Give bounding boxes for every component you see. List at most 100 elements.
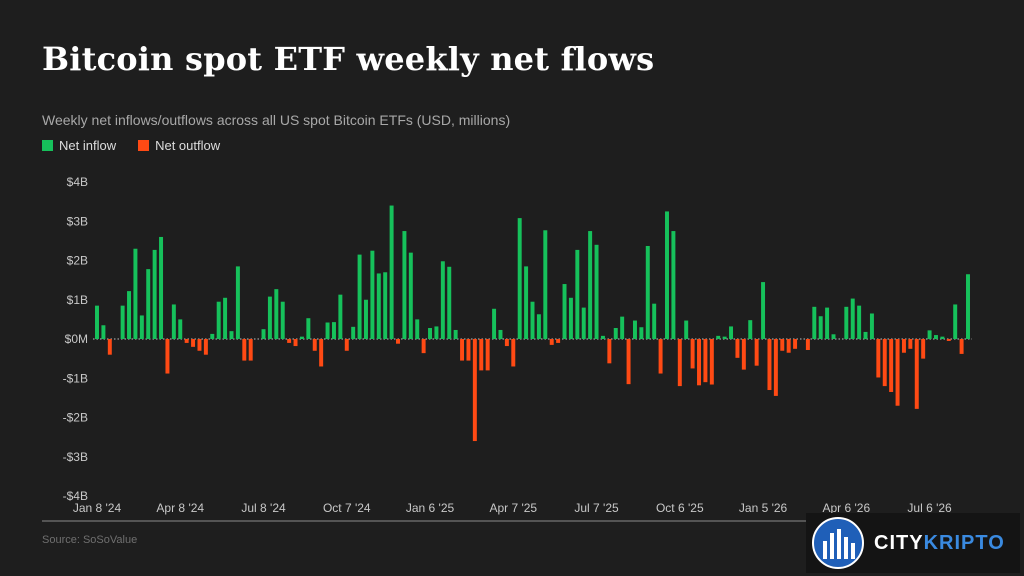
y-tick-label: $0M — [65, 332, 88, 346]
outflow-bar — [165, 339, 170, 374]
inflow-bar — [440, 261, 445, 339]
inflow-bar — [267, 296, 272, 339]
inflow-bar — [351, 326, 356, 339]
x-tick-label: Oct 6 '25 — [656, 501, 704, 515]
inflow-bar — [869, 313, 874, 339]
outflow-bar — [242, 339, 247, 361]
inflow-bar — [953, 304, 958, 339]
inflow-bar — [863, 331, 868, 339]
inflow-bar — [101, 325, 106, 339]
chart-title: Bitcoin spot ETF weekly net flows — [42, 40, 655, 78]
y-tick-label: $1B — [67, 293, 88, 307]
outflow-bar — [805, 339, 810, 350]
inflow-bar — [338, 294, 343, 339]
inflow-bar — [933, 335, 938, 339]
inflow-bar — [543, 230, 548, 339]
outflow-bar — [556, 339, 561, 343]
outflow-bar — [203, 339, 208, 355]
inflow-bar — [620, 316, 625, 339]
outflow-bar — [319, 339, 324, 367]
outflow-bar — [626, 339, 631, 385]
inflow-bar — [722, 336, 727, 339]
inflow-bar — [376, 273, 381, 339]
brand-part1: CITY — [874, 531, 924, 554]
x-tick-label: Jan 6 '25 — [406, 501, 455, 515]
inflow-bar — [383, 272, 388, 339]
outflow-bar — [959, 339, 964, 354]
inflow-bar — [857, 305, 862, 339]
outflow-bar — [773, 339, 778, 396]
inflow-bar — [568, 297, 573, 339]
y-tick-label: -$1B — [63, 371, 88, 385]
inflow-bar — [761, 282, 766, 339]
legend-swatch-outflow — [138, 140, 150, 151]
outflow-bar — [697, 339, 701, 386]
outflow-bar — [248, 339, 253, 361]
inflow-bar — [146, 269, 151, 339]
outflow-bar — [344, 339, 349, 351]
inflow-bar — [152, 249, 157, 339]
x-tick-label: Jan 5 '26 — [739, 501, 788, 515]
inflow-bar — [536, 314, 541, 339]
outflow-bar — [703, 339, 708, 383]
inflow-bar — [133, 248, 138, 339]
brand-name: CITYKRIPTO — [874, 532, 1005, 555]
outflow-bar — [293, 339, 298, 347]
inflow-bar — [588, 231, 593, 339]
outflow-bar — [882, 339, 887, 387]
outflow-bar — [895, 339, 900, 406]
inflow-bar — [415, 319, 420, 340]
outflow-bar — [780, 339, 785, 351]
inflow-bar — [818, 316, 823, 339]
outflow-bar — [741, 339, 746, 370]
x-tick-label: Oct 7 '24 — [323, 501, 371, 515]
y-tick-label: $4B — [67, 175, 88, 189]
inflow-bar — [492, 308, 497, 339]
inflow-bar — [652, 303, 657, 339]
inflow-bar — [223, 297, 228, 339]
y-tick-label: -$4B — [63, 489, 88, 503]
outflow-bar — [901, 339, 906, 353]
inflow-bar — [434, 326, 439, 339]
outflow-bar — [946, 339, 951, 341]
brand-badge: CITYKRIPTO — [806, 513, 1020, 573]
inflow-bar — [370, 250, 375, 339]
inflow-bar — [632, 320, 637, 339]
inflow-bar — [639, 327, 644, 339]
outflow-bar — [607, 339, 612, 364]
y-tick-label: $2B — [67, 254, 88, 268]
legend-label-inflow: Net inflow — [59, 138, 117, 153]
inflow-bar — [966, 274, 970, 339]
inflow-bar — [844, 306, 849, 339]
legend-item-outflow: Net outflow — [138, 138, 220, 153]
inflow-bar — [428, 328, 433, 339]
outflow-bar — [658, 339, 663, 374]
inflow-bar — [748, 320, 753, 339]
inflow-bar — [665, 211, 669, 339]
y-tick-label: $3B — [67, 214, 88, 228]
outflow-bar — [754, 339, 759, 366]
inflow-bar — [562, 284, 567, 339]
inflow-bar — [812, 306, 817, 339]
inflow-bar — [594, 244, 599, 339]
inflow-bar — [389, 205, 394, 339]
inflow-bar — [408, 252, 413, 339]
x-tick-label: Apr 7 '25 — [489, 501, 537, 515]
outflow-bar — [197, 339, 202, 351]
inflow-bar — [447, 266, 452, 339]
inflow-bar — [530, 301, 535, 339]
inflow-bar — [261, 329, 266, 339]
outflow-bar — [914, 339, 919, 409]
outflow-bar — [921, 339, 926, 359]
legend-swatch-inflow — [42, 140, 53, 151]
inflow-bar — [517, 218, 522, 339]
inflow-bar — [357, 254, 362, 339]
inflow-bar — [453, 329, 458, 339]
outflow-bar — [793, 339, 798, 349]
x-tick-label: Jul 6 '26 — [907, 501, 952, 515]
outflow-bar — [460, 339, 465, 361]
outflow-bar — [511, 339, 516, 367]
inflow-bar — [575, 249, 580, 339]
inflow-bar — [127, 291, 132, 339]
inflow-bar — [402, 231, 407, 339]
